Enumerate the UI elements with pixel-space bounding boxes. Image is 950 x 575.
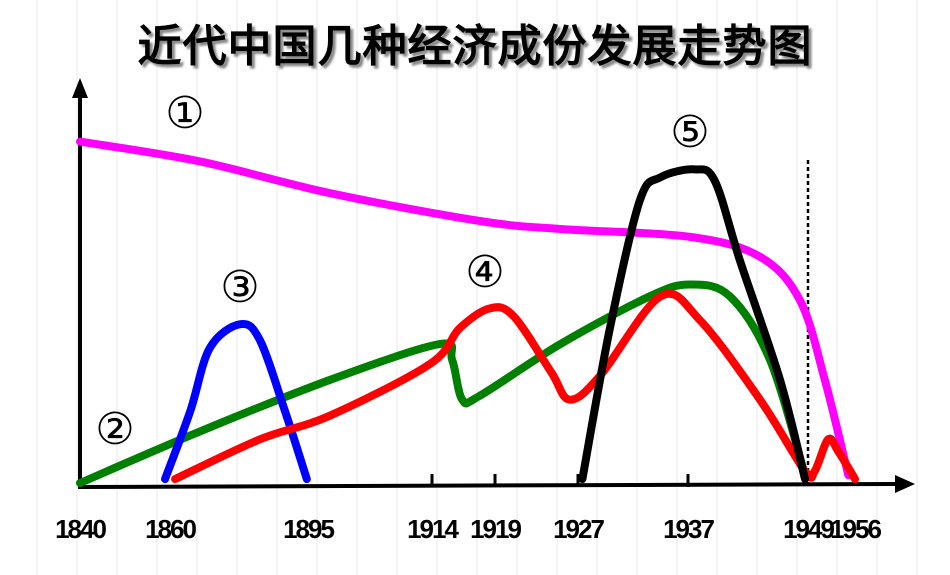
x-tick-label: 1895 bbox=[283, 514, 334, 544]
x-axis-arrow bbox=[895, 475, 915, 493]
x-tick-label: 1956 bbox=[830, 514, 881, 544]
x-tick-label: 1919 bbox=[470, 514, 521, 544]
x-tick-label: 1927 bbox=[553, 514, 604, 544]
x-tick-label: 1949 bbox=[783, 514, 834, 544]
series-label-3: ③ bbox=[220, 262, 259, 313]
series-line-5 bbox=[578, 165, 809, 484]
series-label-4: ④ bbox=[465, 247, 504, 298]
series-label-5: ⑤ bbox=[670, 107, 709, 158]
x-tick-label: 1914 bbox=[407, 514, 459, 544]
chart-title: 近代中国几种经济成份发展走势图 bbox=[137, 21, 813, 72]
series-label-1: ① bbox=[165, 88, 204, 139]
series-line-3 bbox=[161, 319, 311, 484]
x-tick-label: 1860 bbox=[145, 514, 196, 544]
x-tick-label: 1937 bbox=[663, 514, 714, 544]
series-label-2: ② bbox=[95, 404, 134, 455]
x-axis bbox=[77, 482, 901, 489]
y-axis-arrow bbox=[72, 78, 88, 98]
series-line-4 bbox=[171, 289, 859, 484]
x-tick-label: 1840 bbox=[55, 514, 106, 544]
series-line-1 bbox=[76, 137, 853, 480]
series-line-2 bbox=[76, 280, 809, 488]
